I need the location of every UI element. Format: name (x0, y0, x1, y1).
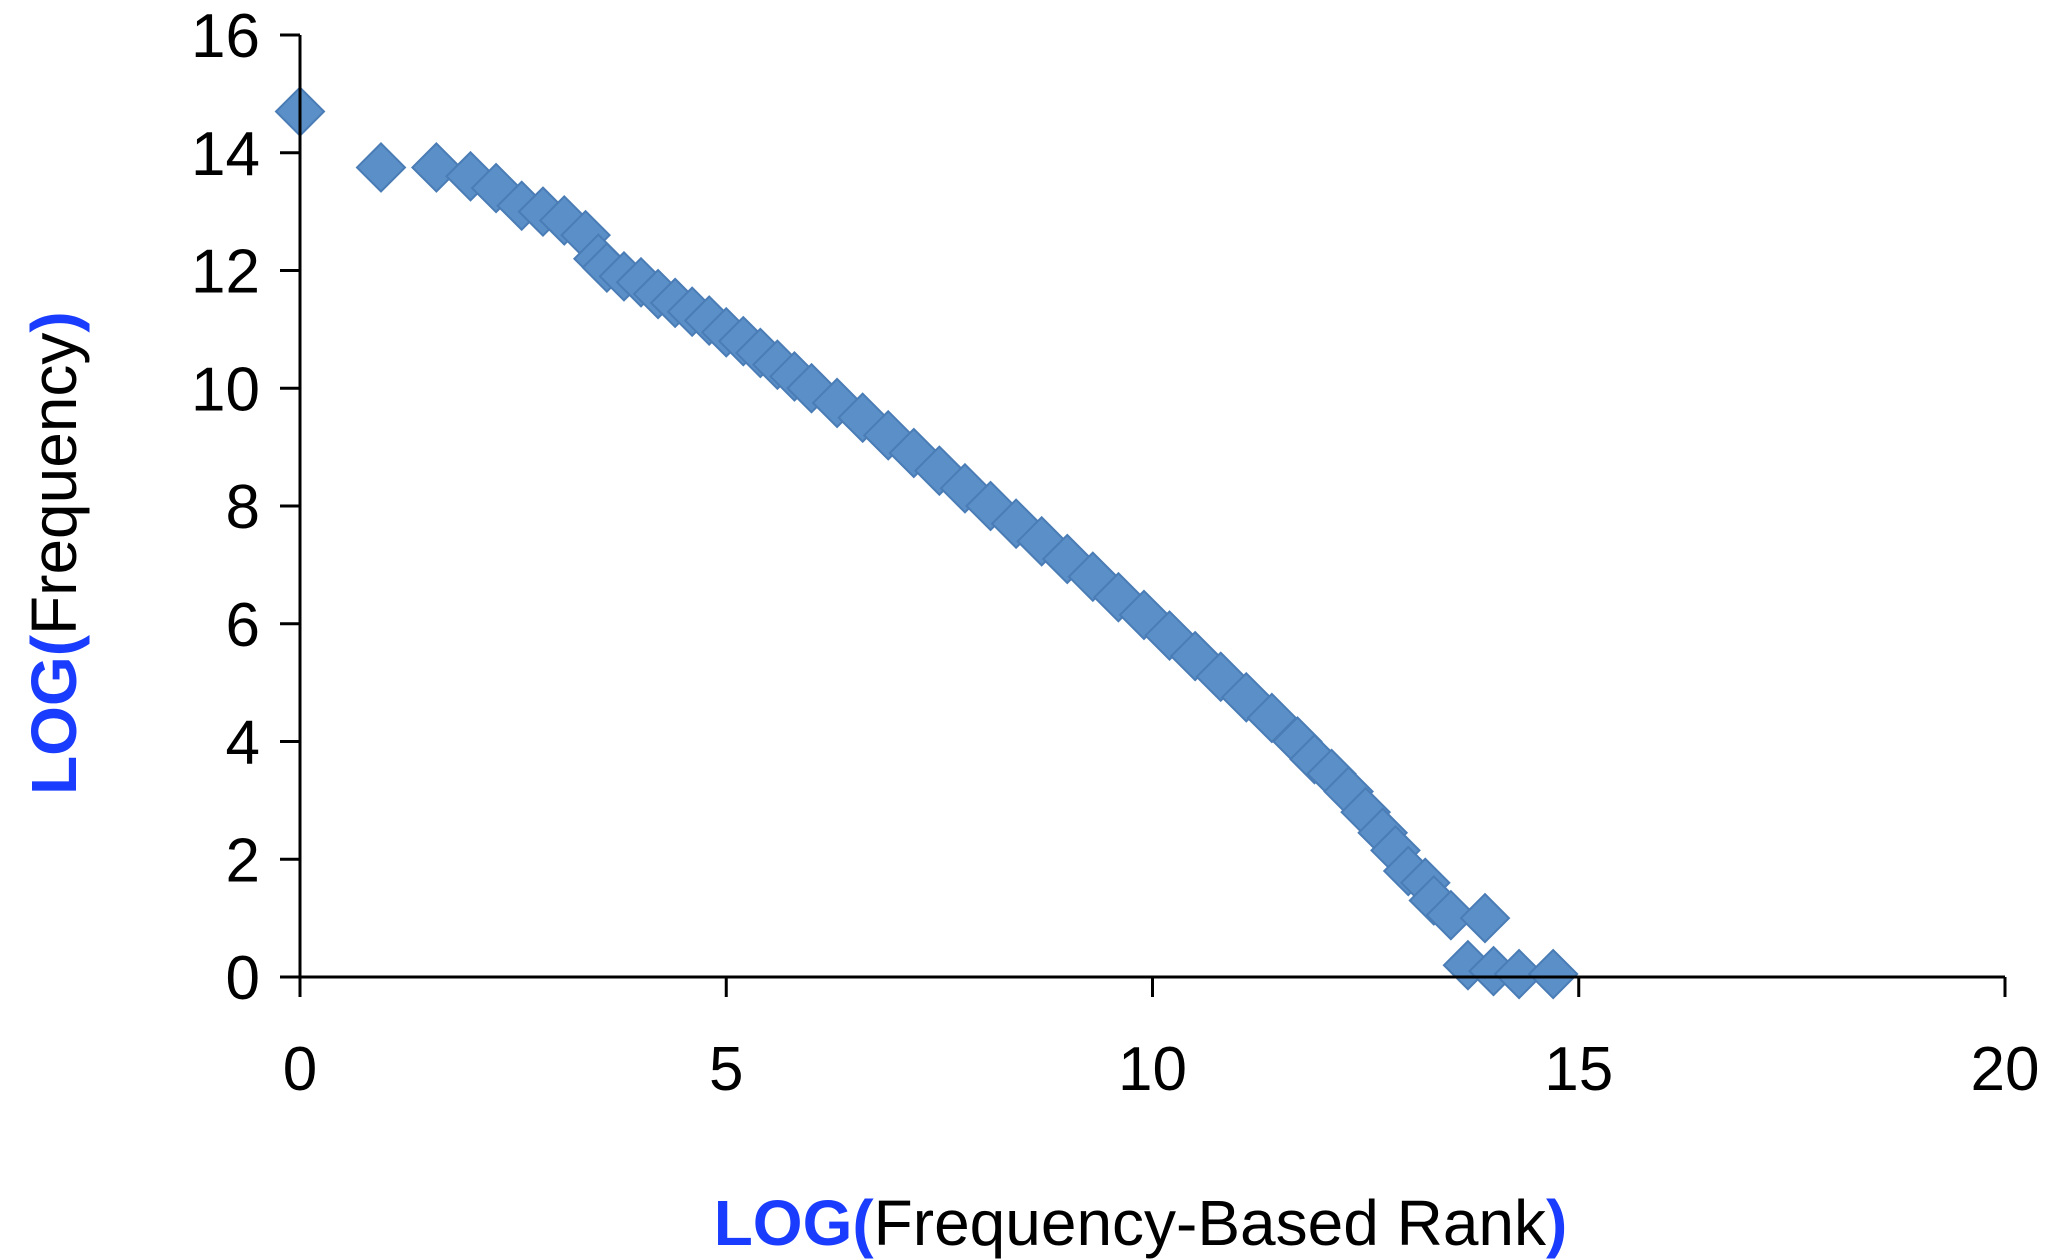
y-tick-label: 12 (191, 238, 260, 307)
x-axis-title-text: Frequency-Based Rank (874, 1187, 1547, 1259)
x-tick-label: 10 (1118, 1035, 1187, 1104)
y-tick-label: 16 (191, 2, 260, 71)
y-axis-title-prefix: LOG( (18, 634, 90, 795)
x-tick-label: 15 (1544, 1035, 1613, 1104)
x-axis-ticks: 0 5 10 15 20 (283, 977, 2040, 1104)
scatter-point (1425, 889, 1477, 941)
x-tick-label: 5 (709, 1035, 743, 1104)
y-tick-label: 8 (226, 473, 260, 542)
scatter-point (355, 142, 407, 193)
y-tick-label: 6 (226, 591, 260, 660)
scatter-point (939, 462, 991, 514)
y-tick-label: 2 (226, 826, 260, 895)
y-tick-label: 14 (191, 120, 260, 189)
y-axis-title: LOG(Frequency) (18, 311, 90, 795)
y-tick-label: 4 (226, 709, 260, 778)
x-axis-title-suffix: ) (1546, 1187, 1567, 1259)
y-tick-label: 0 (226, 944, 260, 1013)
x-axis-title-prefix: LOG( (714, 1187, 875, 1259)
y-axis-title-suffix: ) (18, 311, 90, 332)
y-axis-title-text: Frequency (18, 333, 90, 635)
scatter-point (1527, 948, 1579, 1000)
y-axis-ticks: 0 2 4 6 8 10 12 14 16 (191, 2, 300, 1013)
scatter-point (1459, 892, 1511, 944)
x-tick-label: 20 (1971, 1035, 2040, 1104)
x-axis-title: LOG(Frequency-Based Rank) (714, 1187, 1568, 1259)
scatter-point (1493, 948, 1545, 1000)
x-tick-label: 0 (283, 1035, 317, 1104)
y-tick-label: 10 (191, 355, 260, 424)
points-layer (274, 86, 1579, 1000)
